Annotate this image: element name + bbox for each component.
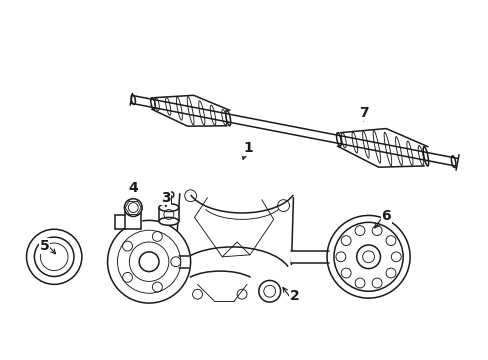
Circle shape xyxy=(335,252,345,262)
Ellipse shape xyxy=(159,204,179,212)
Text: 4: 4 xyxy=(128,181,138,195)
Circle shape xyxy=(107,220,190,303)
Circle shape xyxy=(385,236,395,246)
Circle shape xyxy=(354,226,364,235)
Circle shape xyxy=(326,215,409,298)
Circle shape xyxy=(341,268,350,278)
Circle shape xyxy=(390,252,400,262)
Circle shape xyxy=(124,199,142,216)
Polygon shape xyxy=(159,208,179,221)
Circle shape xyxy=(354,278,364,288)
Circle shape xyxy=(371,278,381,288)
Polygon shape xyxy=(125,210,141,229)
Circle shape xyxy=(371,226,381,235)
Text: 5: 5 xyxy=(40,239,49,253)
Circle shape xyxy=(26,229,81,284)
Circle shape xyxy=(385,268,395,278)
Text: 3: 3 xyxy=(161,191,170,205)
Text: 7: 7 xyxy=(358,106,367,120)
Ellipse shape xyxy=(159,217,179,225)
Circle shape xyxy=(341,236,350,246)
Text: 1: 1 xyxy=(243,141,252,156)
Circle shape xyxy=(258,280,280,302)
Text: 2: 2 xyxy=(289,289,299,303)
Text: 6: 6 xyxy=(381,210,390,224)
